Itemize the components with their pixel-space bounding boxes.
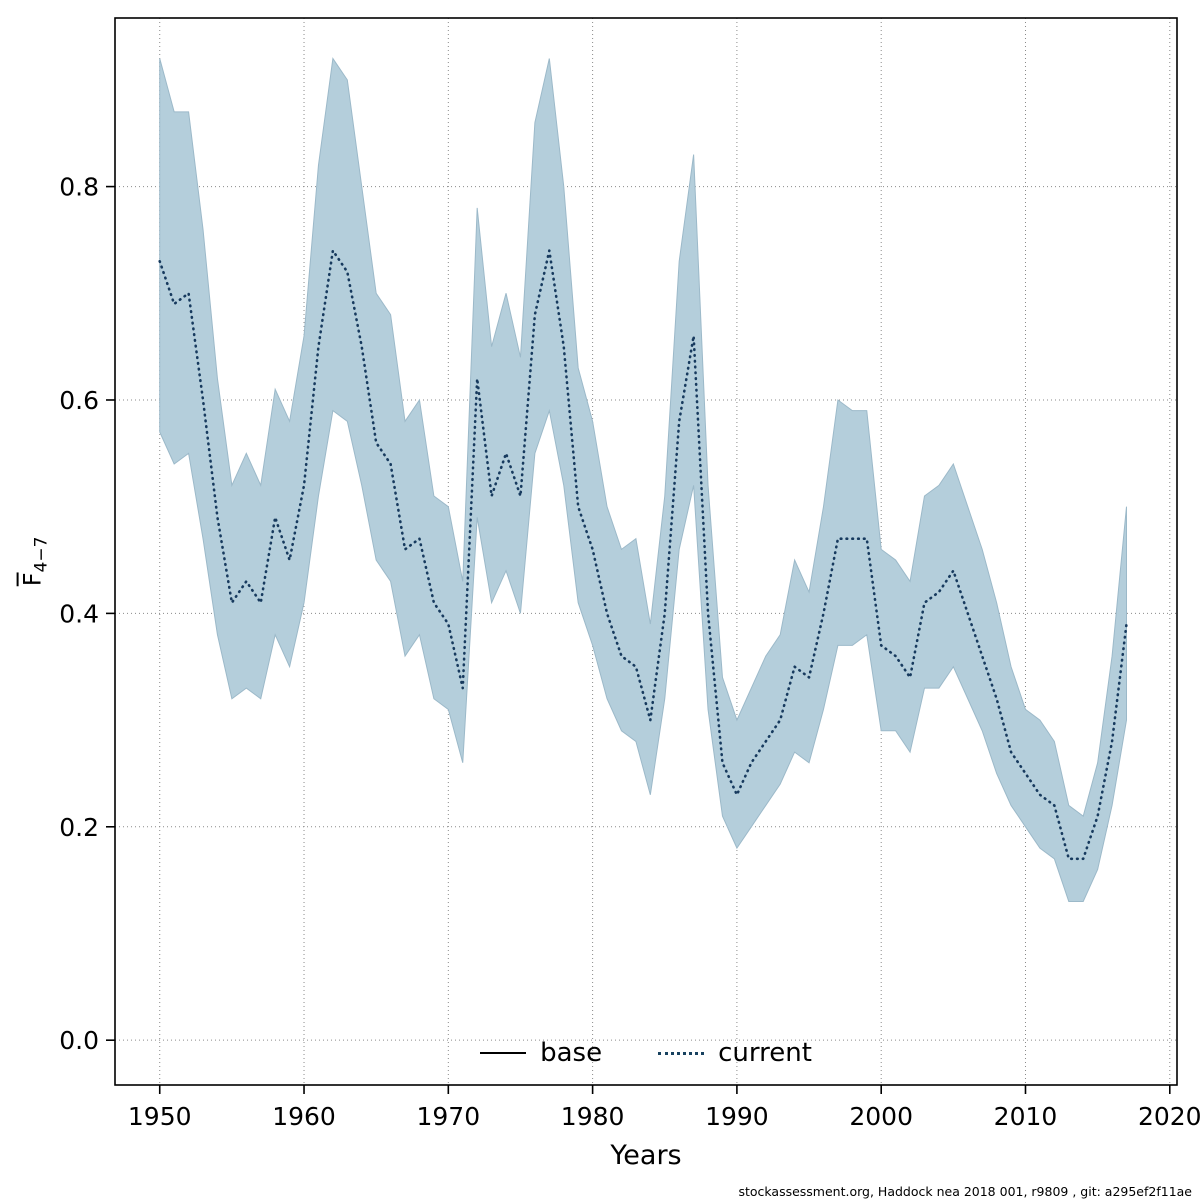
plot-border	[114, 17, 1178, 1086]
x-tick-label: 2010	[994, 1102, 1058, 1131]
footer-citation: stockassessment.org, Haddock nea 2018 00…	[738, 1184, 1192, 1199]
legend-label-current: current	[718, 1038, 812, 1068]
x-tick-label: 1970	[417, 1102, 481, 1131]
x-tick-label: 1980	[561, 1102, 625, 1131]
confidence-band	[159, 57, 1127, 902]
current-line	[158, 249, 1128, 861]
x-tick-label: 1990	[705, 1102, 769, 1131]
y-axis-label-subscript: 4−7	[31, 536, 52, 573]
y-tick-label: 0.0	[59, 1026, 99, 1055]
dotted-line-sample-icon	[658, 1051, 705, 1055]
x-tick-label: 1960	[272, 1102, 336, 1131]
legend-label-base: base	[540, 1038, 603, 1068]
solid-line-sample-icon	[480, 1052, 527, 1054]
legend-item-base: base	[480, 1038, 602, 1068]
y-tick-label: 0.6	[59, 386, 99, 415]
y-axis-label-letter: F	[18, 572, 47, 587]
y-tick-label: 0.2	[59, 813, 99, 842]
x-tick-label: 1950	[128, 1102, 192, 1131]
y-tick-label: 0.4	[59, 599, 99, 628]
legend-item-current: current	[658, 1038, 812, 1068]
y-tick-label: 0.8	[59, 173, 99, 202]
chart-legend: base current	[115, 1038, 1177, 1068]
y-axis-label: F4−7	[19, 501, 52, 621]
x-tick-label: 2020	[1138, 1102, 1200, 1131]
x-tick-label: 2000	[849, 1102, 913, 1131]
x-axis-label: Years	[610, 1140, 682, 1171]
